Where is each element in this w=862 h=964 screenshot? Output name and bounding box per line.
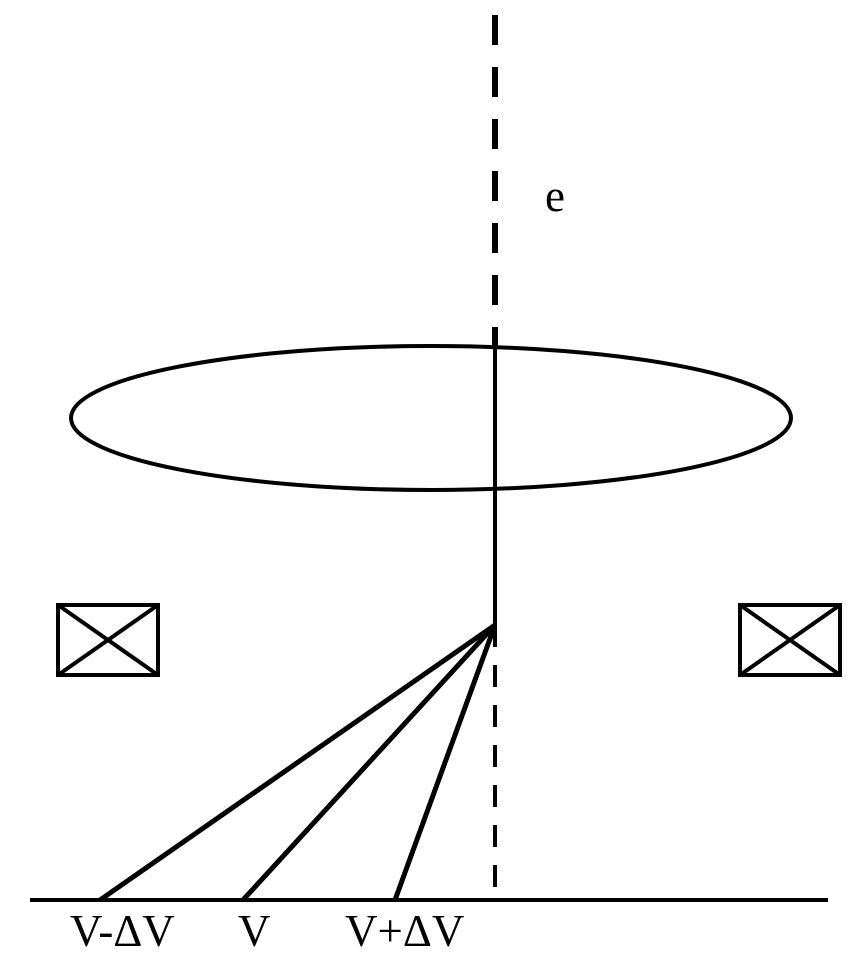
label-ray-v-minus-dv: V-ΔV xyxy=(70,905,175,957)
label-axis-e: e xyxy=(545,170,565,222)
ray-1 xyxy=(243,625,495,900)
label-ray-v-plus-dv: V+ΔV xyxy=(345,905,464,957)
lens-ellipse xyxy=(71,346,791,490)
label-ray-v: V xyxy=(238,905,271,957)
ray-2 xyxy=(395,625,495,900)
diagram-svg xyxy=(0,0,862,964)
